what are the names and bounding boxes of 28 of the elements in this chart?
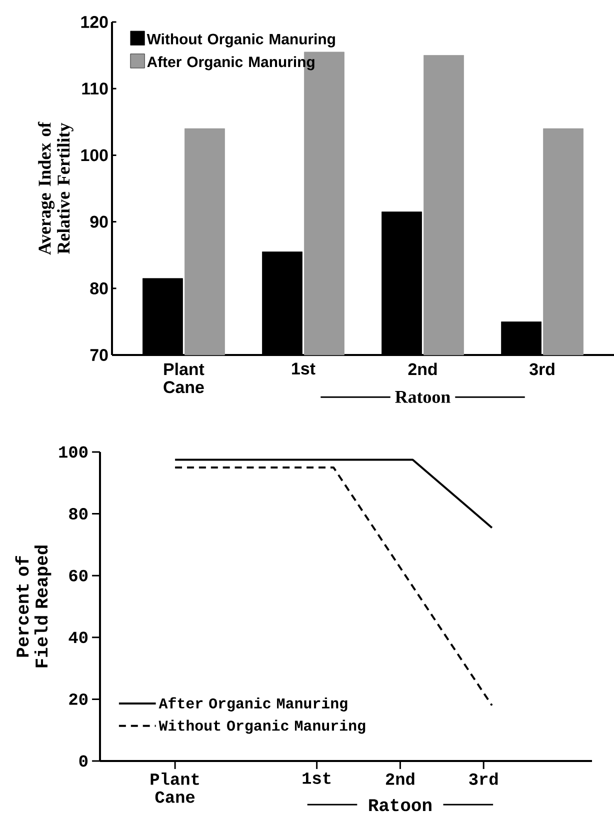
y-tick-label: 90 (90, 216, 108, 228)
x-tick-label: 3rd (530, 362, 554, 376)
x-tick-label: 1st (302, 772, 330, 784)
y-tick-label: 80 (69, 508, 88, 520)
x-tick-label: Plant Cane (150, 772, 199, 803)
legend-label: Without Organic Manuring (158, 720, 366, 734)
y-tick-label: 80 (90, 282, 108, 294)
y-axis-title: Percent of Field Reaped (15, 546, 52, 668)
x-tick-label: 3rd (469, 772, 498, 785)
x-tick-label: 2nd (408, 362, 437, 376)
y-tick-label: 60 (69, 570, 88, 582)
y-tick-label: 40 (68, 632, 88, 644)
x-tick-label: 1st (292, 362, 316, 375)
y-tick-label: 100 (81, 149, 108, 162)
y-tick-label: 120 (81, 16, 108, 28)
y-axis-title: Average Index of Relative Fertility (38, 122, 74, 255)
y-tick-label: 0 (79, 755, 88, 767)
y-tick-label: 110 (82, 82, 108, 95)
x-tick-label: Plant Cane (164, 362, 204, 394)
text: Ratoon (395, 391, 450, 403)
legend-label: After Organic Manuring (147, 56, 314, 70)
text: Ratoon (369, 799, 432, 812)
legend-label: After Organic Manuring (158, 697, 348, 712)
x-tick-label: 2nd (386, 772, 414, 785)
y-tick-label: 20 (69, 693, 88, 705)
y-tick-label: 70 (90, 348, 108, 361)
y-tick-label: 100 (59, 446, 88, 458)
legend-label: Without Organic Manuring (146, 33, 335, 48)
